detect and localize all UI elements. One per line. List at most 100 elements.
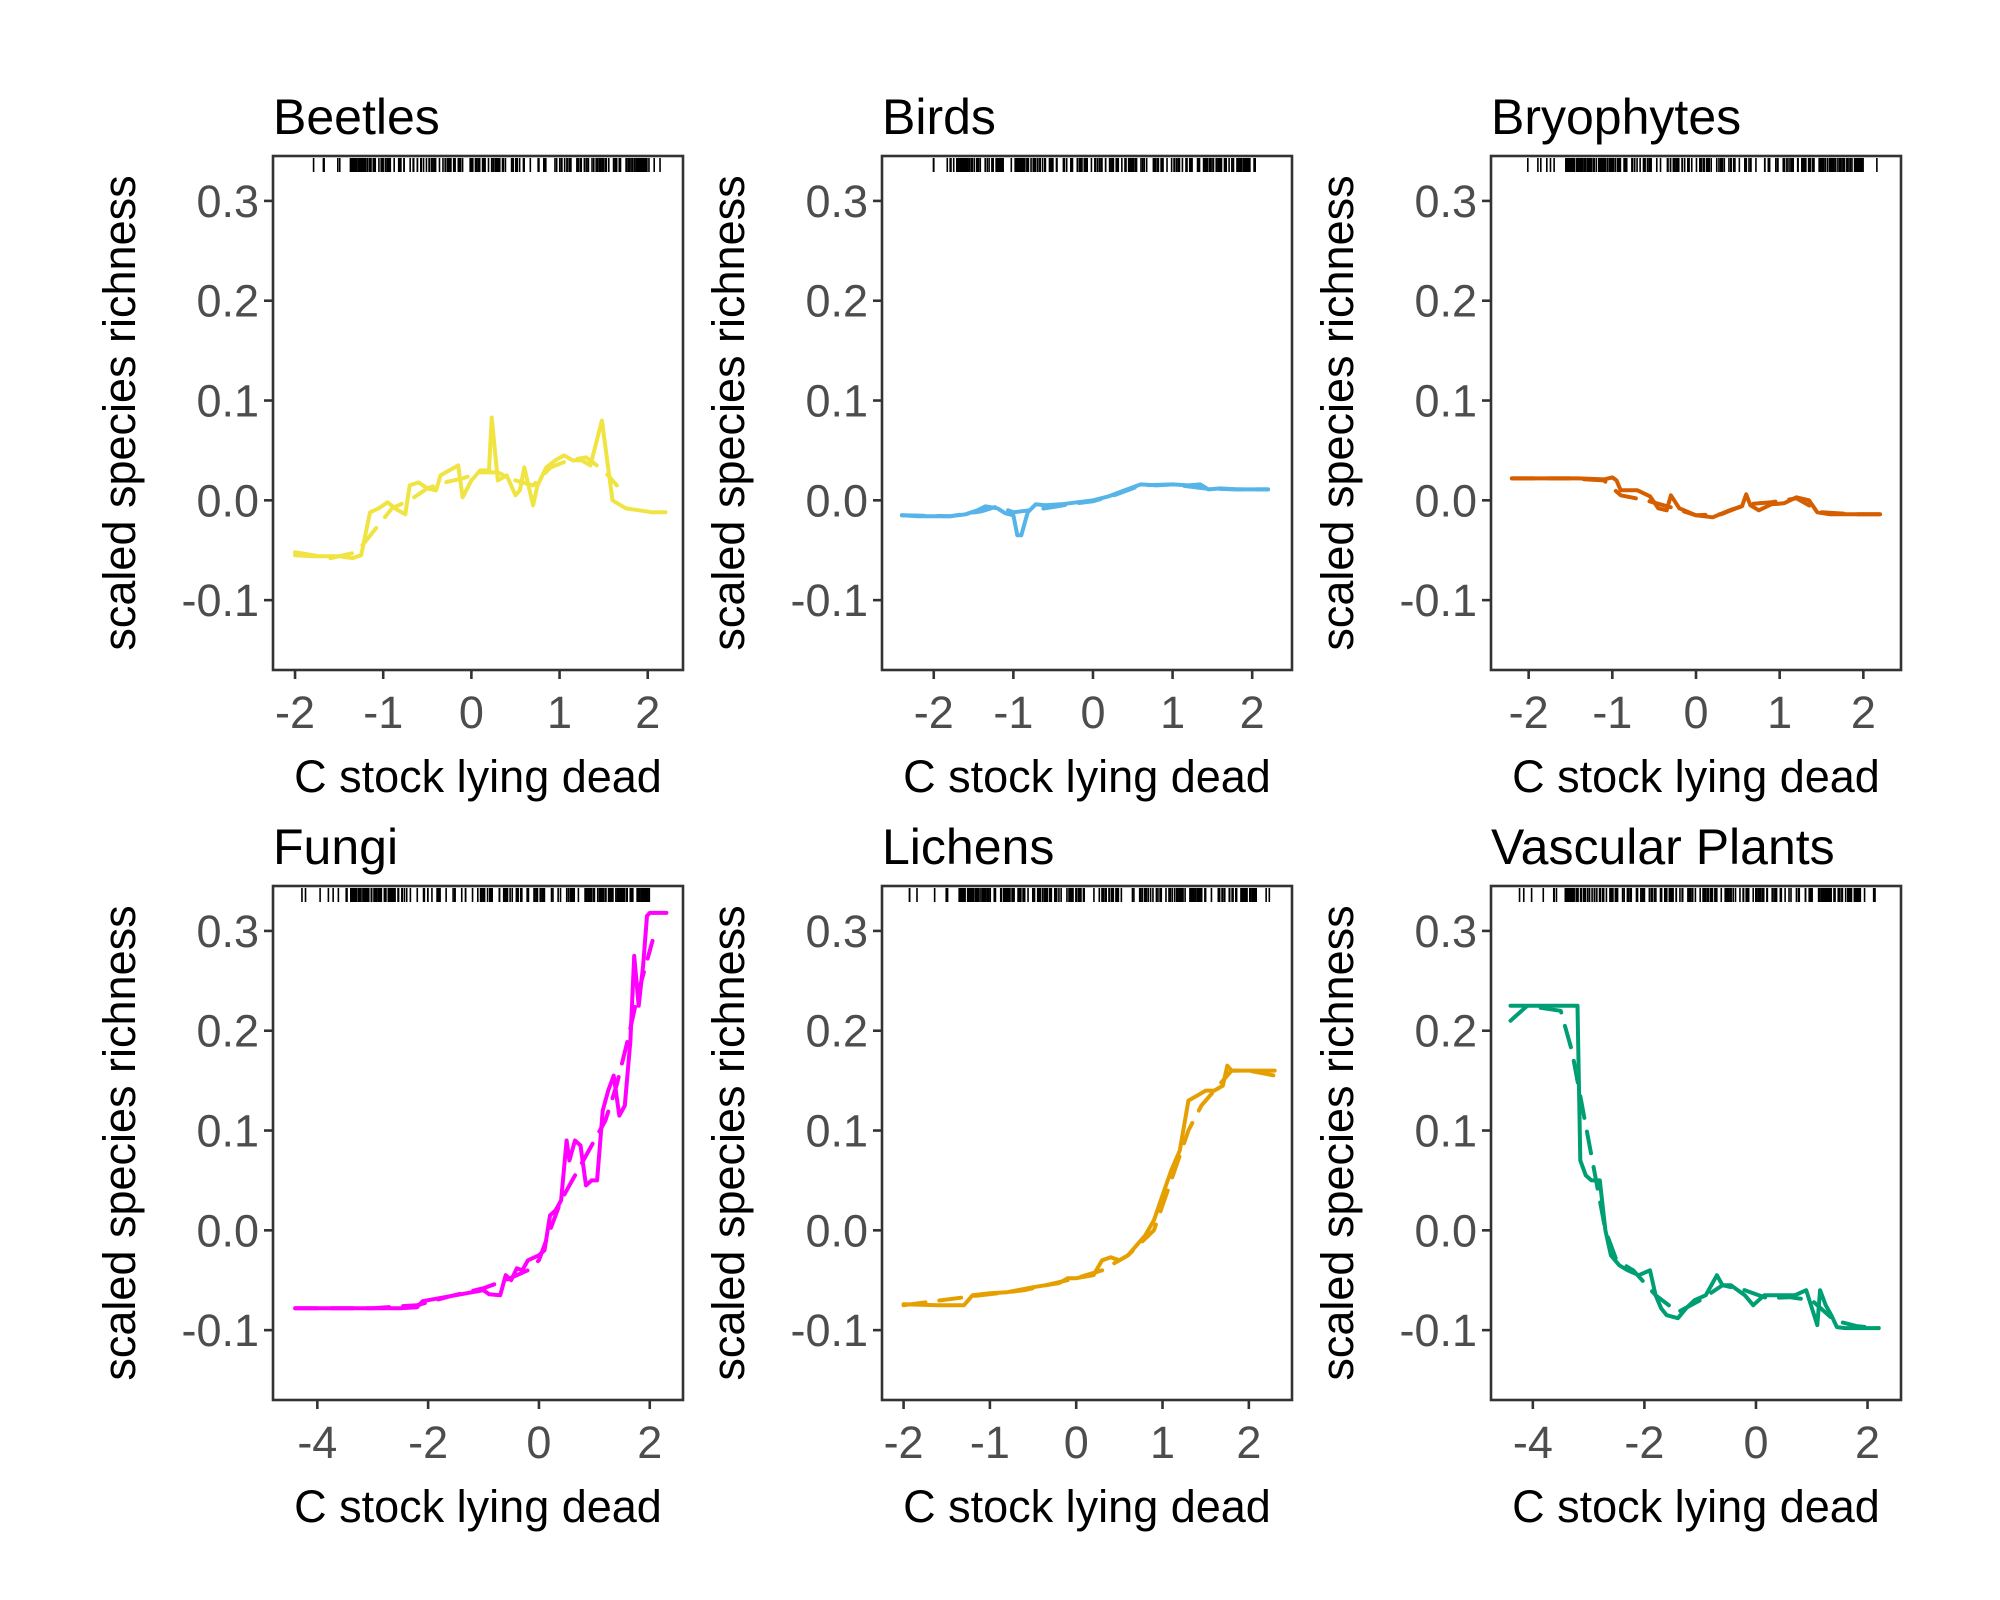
x-tick-label: -1 xyxy=(970,1417,1010,1468)
x-axis-label: C stock lying dead xyxy=(903,1481,1271,1532)
series-smoothed-line xyxy=(293,938,655,1311)
y-tick-label: 0.3 xyxy=(805,906,868,957)
series-smoothed-line xyxy=(899,482,1271,519)
x-tick-label: -2 xyxy=(408,1417,448,1468)
x-tick-label: -1 xyxy=(363,687,403,738)
x-tick-label: 0 xyxy=(1080,687,1105,738)
series-smoothed-line xyxy=(901,1068,1277,1308)
x-tick-label: -4 xyxy=(297,1417,337,1468)
x-tick-label: -2 xyxy=(275,687,315,738)
y-axis-label: scaled species richness xyxy=(94,905,145,1380)
plot-frame xyxy=(271,884,685,1402)
y-tick-label: 0.1 xyxy=(805,1106,868,1157)
y-tick-label: 0.0 xyxy=(196,1205,259,1256)
x-tick-label: -1 xyxy=(993,687,1033,738)
y-tick-label: 0.1 xyxy=(196,1106,259,1157)
y-tick-label: 0.2 xyxy=(1414,276,1477,327)
y-tick-label: 0.1 xyxy=(196,376,259,427)
x-tick-label: 0 xyxy=(1743,1417,1768,1468)
plot-frame xyxy=(1489,154,1903,672)
y-axis-label: scaled species richness xyxy=(703,905,754,1380)
x-axis-label: C stock lying dead xyxy=(1512,1481,1880,1532)
panel-title: Fungi xyxy=(273,819,398,875)
y-axis-label: scaled species richness xyxy=(1312,905,1363,1380)
y-tick-label: -0.1 xyxy=(1399,575,1477,626)
panel-title: Bryophytes xyxy=(1491,89,1741,145)
plot-frame xyxy=(271,154,685,672)
y-tick-label: -0.1 xyxy=(1399,1305,1477,1356)
series-fitted-line xyxy=(293,415,668,561)
series-smoothed-line xyxy=(1508,1003,1881,1331)
panel-title: Beetles xyxy=(273,89,440,145)
y-tick-label: 0.2 xyxy=(805,276,868,327)
x-tick-label: 2 xyxy=(1236,1417,1261,1468)
y-tick-label: 0.3 xyxy=(196,176,259,227)
panel-vascular-plants: Vascular Plants scaled species richness C … xyxy=(1312,819,1903,1532)
x-tick-label: 0 xyxy=(1064,1417,1089,1468)
rug-marks xyxy=(301,888,651,902)
x-tick-label: 2 xyxy=(1855,1417,1880,1468)
series-fitted-line xyxy=(1509,475,1883,520)
panel-title: Birds xyxy=(882,89,996,145)
x-tick-label: 1 xyxy=(1767,687,1792,738)
x-tick-label: -2 xyxy=(1624,1417,1664,1468)
y-tick-label: 0.3 xyxy=(805,176,868,227)
plot-frame xyxy=(880,154,1294,672)
x-axis-label: C stock lying dead xyxy=(294,1481,662,1532)
rug-marks xyxy=(908,888,1271,902)
series-smoothed-line xyxy=(293,455,619,561)
x-tick-label: -2 xyxy=(884,1417,924,1468)
series-fitted-line xyxy=(293,910,669,1311)
x-tick-label: 0 xyxy=(1683,687,1708,738)
y-tick-label: -0.1 xyxy=(181,575,259,626)
y-tick-label: 0.0 xyxy=(1414,1205,1477,1256)
rug-marks xyxy=(932,158,1257,172)
series-fitted-line xyxy=(899,482,1271,538)
x-tick-label: 2 xyxy=(637,1417,662,1468)
x-tick-label: 1 xyxy=(1150,1417,1175,1468)
y-axis-label: scaled species richness xyxy=(94,175,145,650)
panel-birds: Birds scaled species richness C stock lyin… xyxy=(703,89,1294,802)
y-tick-label: 0.0 xyxy=(196,475,259,526)
panel-title: Lichens xyxy=(882,819,1054,875)
y-tick-label: 0.1 xyxy=(1414,1106,1477,1157)
x-tick-label: -2 xyxy=(1509,687,1549,738)
x-tick-label: 2 xyxy=(1240,687,1265,738)
x-tick-label: -2 xyxy=(914,687,954,738)
y-tick-label: 0.3 xyxy=(1414,906,1477,957)
panel-bryophytes: Bryophytes scaled species richness C stock… xyxy=(1312,89,1903,802)
y-tick-label: 0.2 xyxy=(1414,1006,1477,1057)
x-tick-label: -4 xyxy=(1513,1417,1553,1468)
x-tick-label: 1 xyxy=(1160,687,1185,738)
x-axis-label: C stock lying dead xyxy=(294,751,662,802)
y-tick-label: 0.3 xyxy=(196,906,259,957)
x-axis-label: C stock lying dead xyxy=(903,751,1271,802)
x-axis-label: C stock lying dead xyxy=(1512,751,1880,802)
x-tick-label: -1 xyxy=(1592,687,1632,738)
rug-marks xyxy=(1518,888,1876,902)
y-tick-label: 0.0 xyxy=(805,475,868,526)
y-tick-label: 0.1 xyxy=(1414,376,1477,427)
y-tick-label: -0.1 xyxy=(790,575,868,626)
plot-frame xyxy=(1489,884,1903,1402)
panel-lichens: Lichens scaled species richness C stock ly… xyxy=(703,819,1294,1532)
x-tick-label: 0 xyxy=(459,687,484,738)
panel-title: Vascular Plants xyxy=(1491,819,1835,875)
y-tick-label: 0.3 xyxy=(1414,176,1477,227)
y-tick-label: 0.0 xyxy=(805,1205,868,1256)
y-tick-label: 0.1 xyxy=(805,376,868,427)
x-tick-label: 1 xyxy=(547,687,572,738)
y-tick-label: 0.2 xyxy=(196,1006,259,1057)
y-tick-label: 0.0 xyxy=(1414,475,1477,526)
x-tick-label: 2 xyxy=(1851,687,1876,738)
panel-fungi: Fungi scaled species richness C stock lyin… xyxy=(94,819,685,1532)
x-tick-label: 2 xyxy=(635,687,660,738)
series-fitted-line xyxy=(1508,1003,1881,1331)
rug-marks xyxy=(1527,158,1878,172)
y-tick-label: -0.1 xyxy=(790,1305,868,1356)
plot-frame xyxy=(880,884,1294,1402)
y-tick-label: 0.2 xyxy=(805,1006,868,1057)
rug-marks xyxy=(312,158,661,172)
y-tick-label: -0.1 xyxy=(181,1305,259,1356)
